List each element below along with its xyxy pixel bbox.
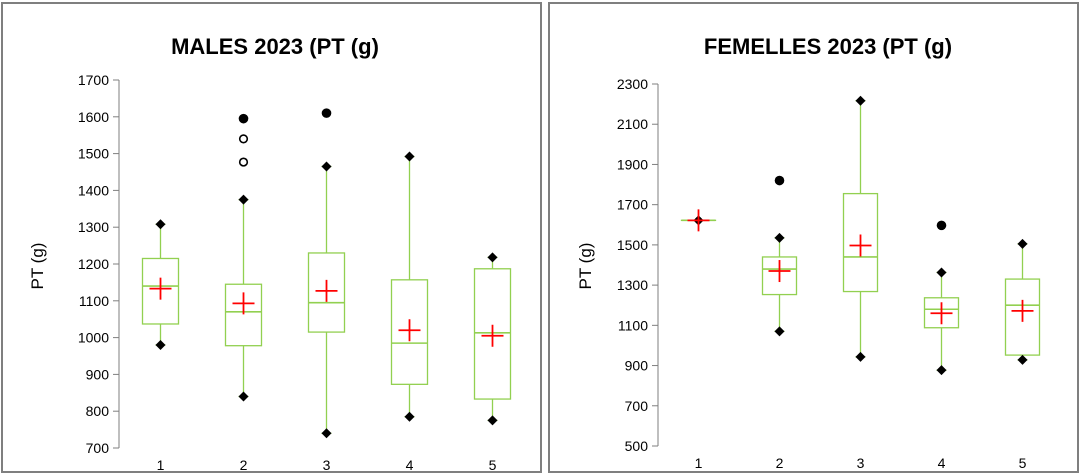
- min-marker: [321, 428, 332, 439]
- panel-femelles: FEMELLES 2023 (PT (g) PT (g) 500 700 900 11…: [548, 2, 1079, 473]
- y-tick-label: 900: [86, 366, 110, 382]
- y-tick-label: 1600: [78, 109, 109, 125]
- max-marker: [774, 232, 785, 243]
- max-marker: [404, 151, 415, 162]
- x-tick-label: 1: [695, 455, 703, 471]
- y-tick-label: 1100: [618, 317, 648, 333]
- x-tick-label: 2: [240, 457, 248, 471]
- max-marker: [321, 161, 332, 172]
- box-group-5: [1004, 238, 1041, 365]
- chart-title: MALES 2023 (PT (g): [171, 34, 379, 59]
- x-tick-label: 3: [857, 455, 865, 471]
- outlier-point: [936, 220, 947, 231]
- y-axis-title: PT (g): [28, 243, 47, 290]
- min-marker: [774, 326, 785, 337]
- max-marker: [487, 252, 498, 263]
- outlier-point: [238, 113, 249, 124]
- y-tick-label: 900: [625, 358, 649, 374]
- x-tick-label: 2: [776, 455, 784, 471]
- x-tick-label: 5: [489, 457, 497, 471]
- chart-title: FEMELLES 2023 (PT (g): [704, 34, 952, 59]
- x-tick-label: 3: [323, 457, 331, 471]
- box-iqr: [842, 192, 879, 293]
- y-tick-label: 1400: [78, 182, 109, 198]
- y-tick-label: 800: [86, 403, 110, 419]
- chart-femelles: FEMELLES 2023 (PT (g) PT (g) 50070090011…: [576, 34, 1041, 471]
- min-marker: [155, 339, 166, 350]
- outlier-point-open: [238, 157, 249, 167]
- box-group-1: [141, 219, 180, 350]
- box-group-4: [390, 151, 429, 422]
- box-iqr: [141, 257, 180, 325]
- box-iqr: [390, 279, 429, 385]
- min-marker: [855, 351, 866, 362]
- y-tick-label: 2100: [617, 116, 648, 132]
- y-tick-label: 500: [625, 438, 649, 454]
- box-iqr: [923, 297, 960, 329]
- min-marker: [238, 391, 249, 402]
- x-tick-label: 1: [157, 457, 165, 471]
- y-tick-label: 1300: [617, 277, 648, 293]
- min-marker: [1017, 354, 1028, 365]
- box-iqr: [473, 268, 512, 400]
- y-axis-title: PT (g): [576, 243, 595, 290]
- min-marker: [404, 411, 415, 422]
- y-tick-label: 700: [86, 440, 110, 456]
- x-tick-label: 5: [1019, 455, 1027, 471]
- min-marker: [936, 365, 947, 376]
- outlier-point: [774, 175, 785, 186]
- max-marker: [936, 267, 947, 278]
- max-marker: [155, 219, 166, 230]
- y-tick-label: 1200: [78, 256, 109, 272]
- box-group-3: [842, 95, 879, 362]
- x-tick-label: 4: [406, 457, 414, 471]
- y-tick-label: 2300: [617, 76, 648, 92]
- outlier-point: [321, 108, 332, 118]
- chart-males: MALES 2023 (PT (g) PT (g) 700 800 900 1000 1…: [28, 34, 512, 471]
- x-tick-label: 4: [938, 455, 946, 471]
- y-tick-label: 1300: [78, 219, 109, 235]
- box-group-5: [473, 252, 512, 426]
- y-tick-label: 1700: [78, 72, 109, 88]
- y-tick-label: 1700: [617, 197, 648, 213]
- outlier-point-open: [238, 134, 249, 144]
- box-group-2: [224, 113, 263, 402]
- box-iqr: [224, 283, 263, 347]
- y-tick-label: 1000: [78, 330, 109, 346]
- y-tick-label: 700: [625, 398, 649, 414]
- box-iqr: [761, 256, 798, 296]
- y-tick-label: 1900: [617, 156, 648, 172]
- y-tick-label: 1100: [79, 293, 109, 309]
- y-tick-label: 1500: [78, 146, 109, 162]
- box-group-2: [761, 175, 798, 337]
- max-marker: [855, 95, 866, 106]
- panel-males: MALES 2023 (PT (g) PT (g) 700 800 900 1000 1…: [1, 2, 542, 473]
- y-tick-label: 1500: [617, 237, 648, 253]
- box-iqr: [307, 252, 346, 333]
- box-group-1: [680, 209, 717, 232]
- max-marker: [238, 194, 249, 205]
- max-marker: [1017, 238, 1028, 249]
- box-group-4: [923, 220, 960, 376]
- min-marker: [487, 415, 498, 426]
- box-group-3: [307, 108, 346, 439]
